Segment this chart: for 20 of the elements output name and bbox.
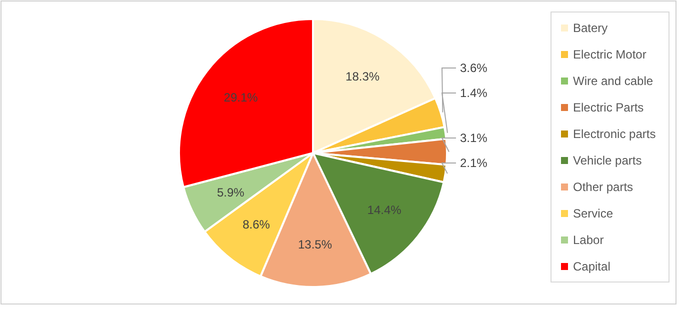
legend-label: Capital [573, 260, 610, 274]
data-label: 3.1% [460, 131, 488, 146]
legend-label: Electric Motor [573, 48, 646, 62]
legend-label: Batery [573, 21, 608, 36]
legend-label: Service [573, 206, 614, 221]
legend-label: Electric Parts [573, 100, 644, 115]
data-label: 3.6% [460, 61, 488, 76]
legend-label: Electronic parts [573, 127, 656, 142]
data-label: 18.3% [346, 70, 380, 84]
data-label: 14.4% [367, 202, 402, 217]
legend-label: Other parts [573, 180, 634, 194]
data-label: 29.1% [224, 90, 258, 105]
legend-label: Labor [573, 233, 604, 248]
legend-label: Wire and cable [573, 74, 654, 88]
legend-label: Vehicle parts [573, 154, 642, 168]
data-label: 1.4% [460, 86, 488, 100]
data-label: 2.1% [460, 156, 488, 170]
data-label: 5.9% [216, 185, 245, 200]
data-label: 8.6% [242, 217, 270, 232]
data-label: 13.5% [298, 237, 332, 252]
